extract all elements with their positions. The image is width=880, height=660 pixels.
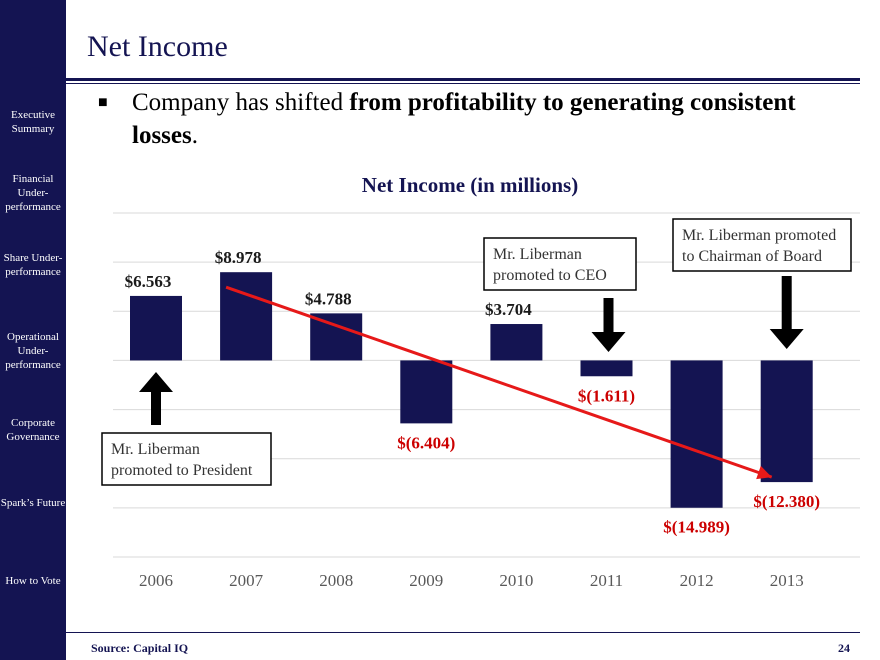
bar-2007 (220, 272, 273, 361)
bullet-square-icon: ■ (98, 94, 108, 111)
x-tick-label-2006: 2006 (139, 571, 173, 590)
bullet-text-bold: from profitability to generating consist… (132, 89, 796, 149)
x-tick-label-2013: 2013 (770, 571, 804, 590)
sidebar-item-financial-underperformance[interactable]: Financial Under-performance (5, 173, 61, 213)
bar-2013 (760, 360, 813, 483)
x-tick-label-2012: 2012 (680, 571, 714, 590)
value-label-2012: $(14.989) (663, 518, 730, 537)
x-tick-label-2008: 2008 (319, 571, 353, 590)
sidebar-item-executive-summary[interactable]: Executive Summary (11, 109, 55, 135)
page-title: Net Income (87, 30, 228, 63)
bar-2008 (310, 313, 363, 361)
x-tick-label-2011: 2011 (590, 571, 623, 590)
value-label-2011: $(1.611) (578, 386, 635, 405)
x-tick-label-2009: 2009 (409, 571, 443, 590)
sidebar-item-corporate-governance[interactable]: Corporate Governance (6, 417, 60, 443)
value-label-2013: $(12.380) (753, 492, 820, 511)
annotation-box-2013 (672, 218, 852, 272)
bar-2010 (490, 324, 543, 361)
sidebar-item-how-to-vote[interactable]: How to Vote (5, 575, 61, 587)
bullet-point: ■ Company has shifted from profitability… (98, 86, 838, 152)
sidebar: Executive Summary Financial Under-perfor… (0, 0, 66, 660)
value-label-2007: $8.978 (215, 248, 262, 267)
annotation-text-2013: to Chairman of Board (682, 248, 822, 265)
x-tick-label-2007: 2007 (229, 571, 264, 590)
annotation-box-2006 (101, 432, 272, 486)
chart-title: Net Income (in millions) (362, 173, 578, 197)
bar-2006 (130, 295, 182, 361)
x-tick-label-2010: 2010 (499, 571, 533, 590)
annotation-arrow-2013-icon (769, 276, 804, 349)
bullet-text: Company has shifted from profitability t… (132, 86, 838, 152)
annotation-arrow-2011-icon (591, 298, 626, 352)
bar-2011 (580, 360, 633, 377)
sidebar-item-sparks-future[interactable]: Spark’s Future (0, 497, 66, 509)
page-number: 24 (838, 641, 850, 655)
annotation-arrow-2006-icon (139, 372, 173, 425)
value-label-2008: $4.788 (305, 289, 352, 308)
annotation-text-2011: promoted to CEO (493, 267, 607, 284)
bar-2009 (400, 360, 453, 424)
annotation-text-2013: Mr. Liberman promoted (682, 227, 836, 244)
footer-source: Source: Capital IQ (91, 641, 189, 655)
annotation-text-2011: Mr. Liberman (493, 246, 582, 263)
sidebar-item-operational-underperformance[interactable]: Operational Under-performance (5, 331, 61, 371)
trend-arrowhead (756, 465, 772, 480)
bullet-text-plain: Company has shifted (132, 89, 350, 116)
sidebar-item-share-underperformance[interactable]: Share Under-performance (3, 252, 63, 278)
title-rule-thin (66, 83, 860, 84)
bar-2012 (670, 360, 723, 508)
title-rule (66, 78, 860, 81)
bullet-text-end: . (191, 122, 198, 149)
annotation-text-2006: Mr. Liberman (111, 441, 200, 458)
annotation-box-2011 (483, 237, 637, 291)
annotation-text-2006: promoted to President (111, 462, 253, 479)
value-label-2006: $6.563 (125, 272, 172, 291)
trend-line (225, 285, 773, 479)
value-label-2010: $3.704 (485, 300, 532, 319)
value-label-2009: $(6.404) (397, 433, 455, 452)
footer-rule (66, 632, 860, 633)
